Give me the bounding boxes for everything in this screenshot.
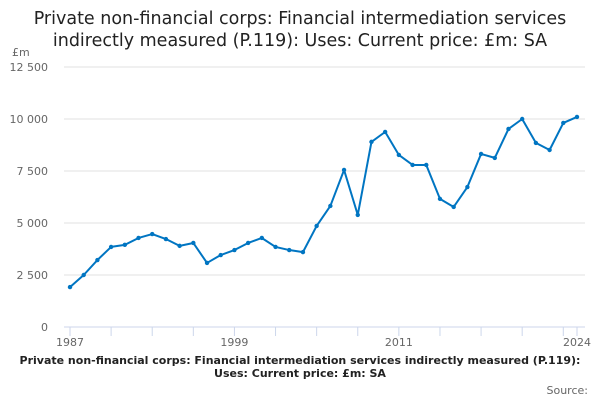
data-point bbox=[533, 140, 539, 146]
data-point bbox=[81, 272, 86, 278]
data-point bbox=[519, 116, 525, 122]
data-point bbox=[328, 203, 333, 209]
data-point bbox=[341, 167, 347, 173]
data-point bbox=[492, 155, 497, 161]
data-point bbox=[369, 139, 374, 145]
data-point bbox=[150, 231, 155, 237]
data-point bbox=[465, 184, 470, 190]
y-tick-label: 7 500 bbox=[17, 165, 49, 178]
data-point bbox=[108, 244, 114, 250]
series-line bbox=[69, 116, 578, 288]
x-tick-label: 2024 bbox=[563, 336, 591, 349]
data-point bbox=[259, 235, 265, 241]
data-point bbox=[314, 223, 319, 229]
data-point bbox=[245, 240, 251, 246]
x-tick-label: 1999 bbox=[220, 336, 248, 349]
y-axis-label: £m bbox=[12, 46, 30, 59]
data-point bbox=[204, 260, 210, 266]
x-tick-label: 2011 bbox=[385, 336, 413, 349]
data-point bbox=[218, 252, 223, 258]
data-point bbox=[163, 236, 169, 242]
data-point bbox=[177, 243, 182, 249]
data-point bbox=[300, 249, 306, 255]
chart-subtitle: Private non-financial corps: Financial i… bbox=[19, 354, 581, 380]
data-point bbox=[95, 257, 100, 263]
data-point bbox=[136, 235, 141, 241]
data-point bbox=[122, 242, 128, 248]
data-point bbox=[287, 247, 292, 253]
data-point bbox=[424, 162, 429, 168]
data-point bbox=[478, 151, 484, 157]
data-point bbox=[410, 162, 415, 168]
data-point bbox=[561, 120, 566, 126]
data-point bbox=[273, 244, 278, 250]
y-tick-label: 0 bbox=[41, 321, 48, 334]
data-point bbox=[382, 129, 388, 135]
data-point bbox=[355, 212, 360, 218]
y-tick-label: 10 000 bbox=[10, 113, 49, 126]
data-point bbox=[574, 114, 580, 120]
data-point bbox=[451, 204, 456, 210]
y-tick-label: 12 500 bbox=[10, 61, 49, 74]
data-point bbox=[437, 196, 443, 202]
y-tick-label: 2 500 bbox=[17, 269, 49, 282]
x-tick-label: 1987 bbox=[56, 336, 84, 349]
line-chart: £m 0 2 500 5 000 7 500 10 000 12 500 1987 1999 20… bbox=[10, 46, 592, 349]
data-point bbox=[506, 126, 511, 132]
data-point bbox=[396, 152, 402, 158]
data-point bbox=[232, 247, 237, 253]
data-point bbox=[547, 147, 552, 153]
chart-title: Private non-financial corps: Financial i… bbox=[33, 9, 567, 51]
data-point bbox=[191, 240, 196, 246]
y-tick-label: 5 000 bbox=[17, 217, 49, 230]
data-point bbox=[67, 284, 73, 290]
source-label: Source: bbox=[546, 384, 589, 397]
